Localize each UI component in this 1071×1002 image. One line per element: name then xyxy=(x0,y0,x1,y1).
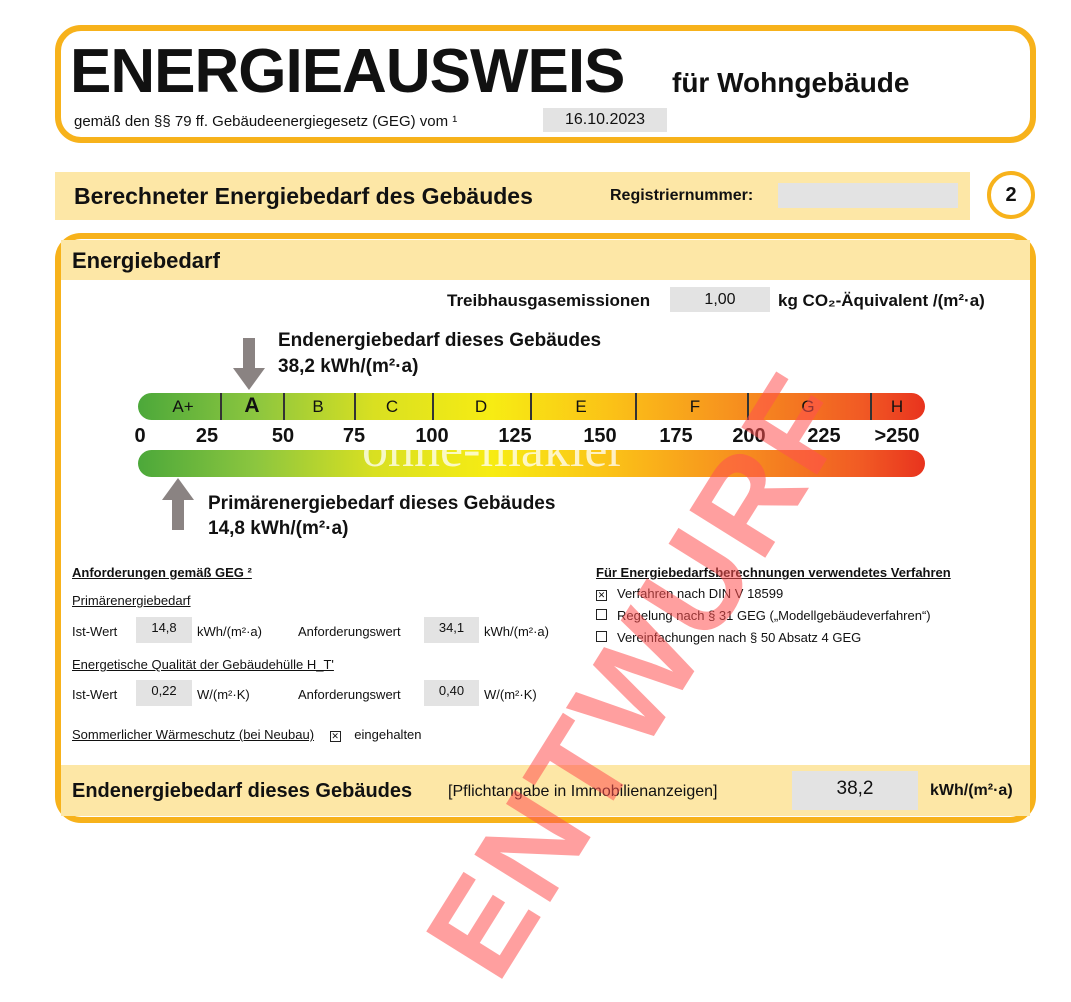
anf-primary-value: 34,1 xyxy=(424,617,479,643)
registration-label: Registriernummer: xyxy=(610,187,754,204)
header-box xyxy=(55,25,1036,143)
scale-tick-label: 50 xyxy=(271,425,295,447)
ist-label: Ist-Wert xyxy=(72,624,118,639)
footer-value: 38,2 xyxy=(792,771,918,810)
energy-class-label: A+ xyxy=(172,397,194,416)
energy-title: Energiebedarf xyxy=(72,248,220,273)
class-divider xyxy=(635,393,637,420)
energy-class-label: F xyxy=(689,397,701,416)
option-label: Regelung nach § 31 GEG („Modellgebäudeve… xyxy=(617,608,931,623)
ghg-value: 1,00 xyxy=(670,287,770,312)
class-divider xyxy=(747,393,749,420)
unit: kWh/(m²·a) xyxy=(197,624,262,639)
ghg-unit: kg CO₂-Äquivalent /(m²·a) xyxy=(778,291,985,310)
document-title: ENERGIEAUSWEIS xyxy=(70,37,625,106)
energy-class-scale xyxy=(138,393,925,420)
primary-requirements-title: Primärenergiebedarf xyxy=(72,593,191,608)
class-divider xyxy=(220,393,222,420)
footer-note: [Pflichtangabe in Immobilienanzeigen] xyxy=(448,783,718,800)
summer-label: Sommerlicher Wärmeschutz (bei Neubau) xyxy=(72,727,315,742)
summer-status: eingehalten xyxy=(354,727,422,742)
energy-class-label: A xyxy=(244,394,260,417)
primary-energy-scale xyxy=(138,450,925,477)
scale-tick-label: 175 xyxy=(659,425,693,447)
anf-label: Anforderungswert xyxy=(298,687,401,702)
method-title: Für Energiebedarfsberechnungen verwendet… xyxy=(596,565,951,580)
anf-label: Anforderungswert xyxy=(298,624,401,639)
checkbox-icon xyxy=(596,609,607,620)
unit: W/(m²·K) xyxy=(484,687,537,702)
scale-tick-label: 225 xyxy=(807,425,841,447)
checkbox-icon xyxy=(596,631,607,642)
anf-hull-value: 0,40 xyxy=(424,680,479,706)
issue-date: 16.10.2023 xyxy=(543,108,667,132)
scale-tick-label: 25 xyxy=(195,425,219,447)
primary-energy-value: 14,8 kWh/(m²·a) xyxy=(208,518,349,539)
scale-tick-label: 75 xyxy=(342,425,366,447)
requirements-title: Anforderungen gemäß GEG ² xyxy=(72,565,252,580)
class-divider xyxy=(870,393,872,420)
brand-watermark: ohne-makler xyxy=(362,421,625,478)
legal-basis: gemäß den §§ 79 ff. Gebäudeenergiegesetz… xyxy=(74,113,458,130)
energy-class-label: E xyxy=(575,397,587,416)
energy-class-label: D xyxy=(474,397,488,416)
registration-number xyxy=(778,183,958,208)
class-divider xyxy=(283,393,285,420)
page-number: 2 xyxy=(987,171,1035,219)
energy-class-label: B xyxy=(312,397,324,416)
primary-energy-label: Primärenergiebedarf dieses Gebäudes xyxy=(208,493,556,514)
ist-hull-value: 0,22 xyxy=(136,680,192,706)
end-energy-value: 38,2 kWh/(m²·a) xyxy=(278,356,419,377)
scale-tick-label: 200 xyxy=(732,425,766,447)
ist-label: Ist-Wert xyxy=(72,687,118,702)
primary-energy-arrow-icon xyxy=(162,478,194,535)
scale-tick-label: 150 xyxy=(583,425,617,447)
unit: kWh/(m²·a) xyxy=(484,624,549,639)
scale-tick-label: 125 xyxy=(498,425,532,447)
energy-class-label: H xyxy=(890,397,904,416)
section-title: Berechneter Energiebedarf des Gebäudes xyxy=(74,183,533,209)
hull-title: Energetische Qualität der Gebäudehülle H… xyxy=(72,657,334,672)
scale-tick-label: 100 xyxy=(415,425,449,447)
class-divider xyxy=(354,393,356,420)
ghg-label: Treibhausgasemissionen xyxy=(447,291,651,310)
class-divider xyxy=(530,393,532,420)
checked-box-icon: ✕ xyxy=(596,590,607,601)
class-divider xyxy=(432,393,434,420)
footer-unit: kWh/(m²·a) xyxy=(930,782,1013,799)
method-option: Regelung nach § 31 GEG („Modellgebäudeve… xyxy=(596,608,931,623)
energy-header-band xyxy=(61,240,1030,280)
unit: W/(m²·K) xyxy=(197,687,250,702)
energy-class-label: G xyxy=(801,397,815,416)
summer-protection: Sommerlicher Wärmeschutz (bei Neubau) ✕ … xyxy=(72,727,422,742)
document-subtitle: für Wohngebäude xyxy=(672,67,910,98)
end-energy-label: Endenergiebedarf dieses Gebäudes xyxy=(278,330,602,351)
scale-tick-label: 0 xyxy=(134,425,146,447)
option-label: Vereinfachungen nach § 50 Absatz 4 GEG xyxy=(617,630,862,645)
footer-label: Endenergiebedarf dieses Gebäudes xyxy=(72,780,413,802)
end-energy-arrow-icon xyxy=(233,338,265,397)
energy-class-label: C xyxy=(385,397,399,416)
scale-tick-label: >250 xyxy=(874,425,920,447)
ist-primary-value: 14,8 xyxy=(136,617,192,643)
option-label: Verfahren nach DIN V 18599 xyxy=(617,586,784,601)
checked-box-icon: ✕ xyxy=(329,731,341,742)
method-option: Vereinfachungen nach § 50 Absatz 4 GEG xyxy=(596,630,861,645)
method-option: ✕ Verfahren nach DIN V 18599 xyxy=(596,586,783,601)
energy-box xyxy=(55,233,1036,823)
